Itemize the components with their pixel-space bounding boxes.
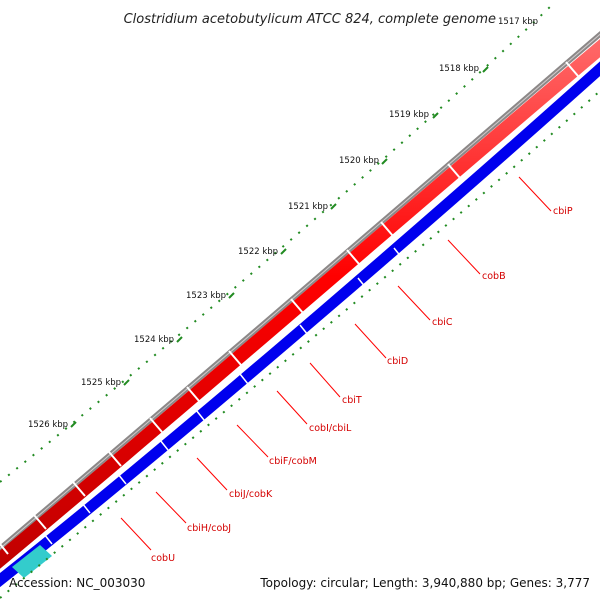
gene-boundary xyxy=(228,350,242,366)
tick-1520: 1520 kbp xyxy=(339,156,388,166)
gene-boundary xyxy=(357,277,367,289)
tick-1525: 1525 kbp xyxy=(81,378,130,388)
tick-label: 1517 kbp xyxy=(498,17,538,27)
gene-boundary xyxy=(447,163,461,179)
gene-label: cbiP xyxy=(553,206,573,217)
tick-label: 1519 kbp xyxy=(389,110,429,120)
gene-labels: cbiP cobB cbiC cbiD cbiT cobI/cbiL cbiF/… xyxy=(120,176,573,564)
gene-boundary xyxy=(81,502,91,514)
backbone-highlight xyxy=(0,33,600,550)
tick-label: 1520 kbp xyxy=(339,156,379,166)
accession-label: Accession: NC_003030 xyxy=(9,576,146,590)
forward-strand-separators xyxy=(0,61,579,555)
gene-boundary xyxy=(43,533,53,545)
gene-cbiH-cobJ: cbiH/cobJ xyxy=(155,491,231,534)
gene-cobB: cobB xyxy=(447,239,506,282)
gene-boundary xyxy=(346,249,360,265)
tick-1524: 1524 kbp xyxy=(134,335,183,345)
tick-1521: 1521 kbp xyxy=(288,202,337,212)
gene-label: cbiC xyxy=(432,317,453,328)
gene-boundary xyxy=(108,451,122,467)
genome-title: Clostridium acetobutylicum ATCC 824, com… xyxy=(124,12,496,27)
gene-boundary xyxy=(290,298,304,314)
reverse-strand-track xyxy=(0,61,600,588)
tick-1523: 1523 kbp xyxy=(186,291,235,301)
inner-dotted-ruler xyxy=(0,89,600,599)
gene-cobU: cobU xyxy=(120,517,175,564)
gene-cbiJ-cobK: cbiJ/cobK xyxy=(196,457,273,500)
forward-strand-track xyxy=(0,38,600,569)
gene-cbiP: cbiP xyxy=(518,176,573,217)
tick-1519: 1519 kbp xyxy=(389,110,439,120)
tick-1522: 1522 kbp xyxy=(238,247,287,257)
tick-label: 1521 kbp xyxy=(288,202,328,212)
gene-boundary xyxy=(380,221,394,237)
tick-1518: 1518 kbp xyxy=(439,64,489,74)
tick-label: 1525 kbp xyxy=(81,378,121,388)
gene-cbiD: cbiD xyxy=(354,323,408,367)
gene-boundary xyxy=(0,543,9,555)
gene-boundary xyxy=(149,417,163,433)
tick-label: 1526 kbp xyxy=(28,420,68,430)
gene-boundary xyxy=(159,439,169,451)
gene-label: cbiF/cobM xyxy=(269,456,317,467)
tick-1517: 1517 kbp xyxy=(498,17,538,27)
tick-label: 1524 kbp xyxy=(134,335,174,345)
gene-label: cobI/cbiL xyxy=(309,423,352,434)
reverse-strand-separators xyxy=(43,247,403,545)
gene-boundary xyxy=(393,247,403,259)
outer-dotted-ruler xyxy=(0,4,553,483)
gene-boundary xyxy=(186,386,200,402)
topology-summary: Topology: circular; Length: 3,940,880 bp… xyxy=(260,576,590,590)
tick-label: 1522 kbp xyxy=(238,247,278,257)
tick-1526: 1526 kbp xyxy=(28,420,77,430)
gene-cobI-cbiL: cobI/cbiL xyxy=(276,390,352,434)
gene-boundary xyxy=(117,473,127,485)
gene-cbiC: cbiC xyxy=(397,285,453,328)
cyan-feature xyxy=(12,545,52,578)
tick-label: 1518 kbp xyxy=(439,64,479,74)
gene-boundary xyxy=(565,61,579,77)
gene-boundary xyxy=(33,514,47,530)
gene-cbiT: cbiT xyxy=(309,362,362,406)
tick-label: 1523 kbp xyxy=(186,291,226,301)
gene-label: cbiJ/cobK xyxy=(229,489,273,500)
kbp-ticks: 1517 kbp 1518 kbp 1519 kbp 1520 kbp 1521… xyxy=(28,17,538,430)
gene-boundary xyxy=(299,324,309,336)
gene-label: cobU xyxy=(151,553,175,564)
gene-boundary xyxy=(195,409,205,421)
gene-boundary xyxy=(239,373,249,385)
gene-boundary xyxy=(72,481,86,497)
gene-label: cbiT xyxy=(342,395,362,406)
gene-label: cbiH/cobJ xyxy=(187,523,231,534)
gene-label: cbiD xyxy=(387,356,408,367)
gene-label: cobB xyxy=(482,271,506,282)
gene-cbiF-cobM: cbiF/cobM xyxy=(236,424,317,467)
